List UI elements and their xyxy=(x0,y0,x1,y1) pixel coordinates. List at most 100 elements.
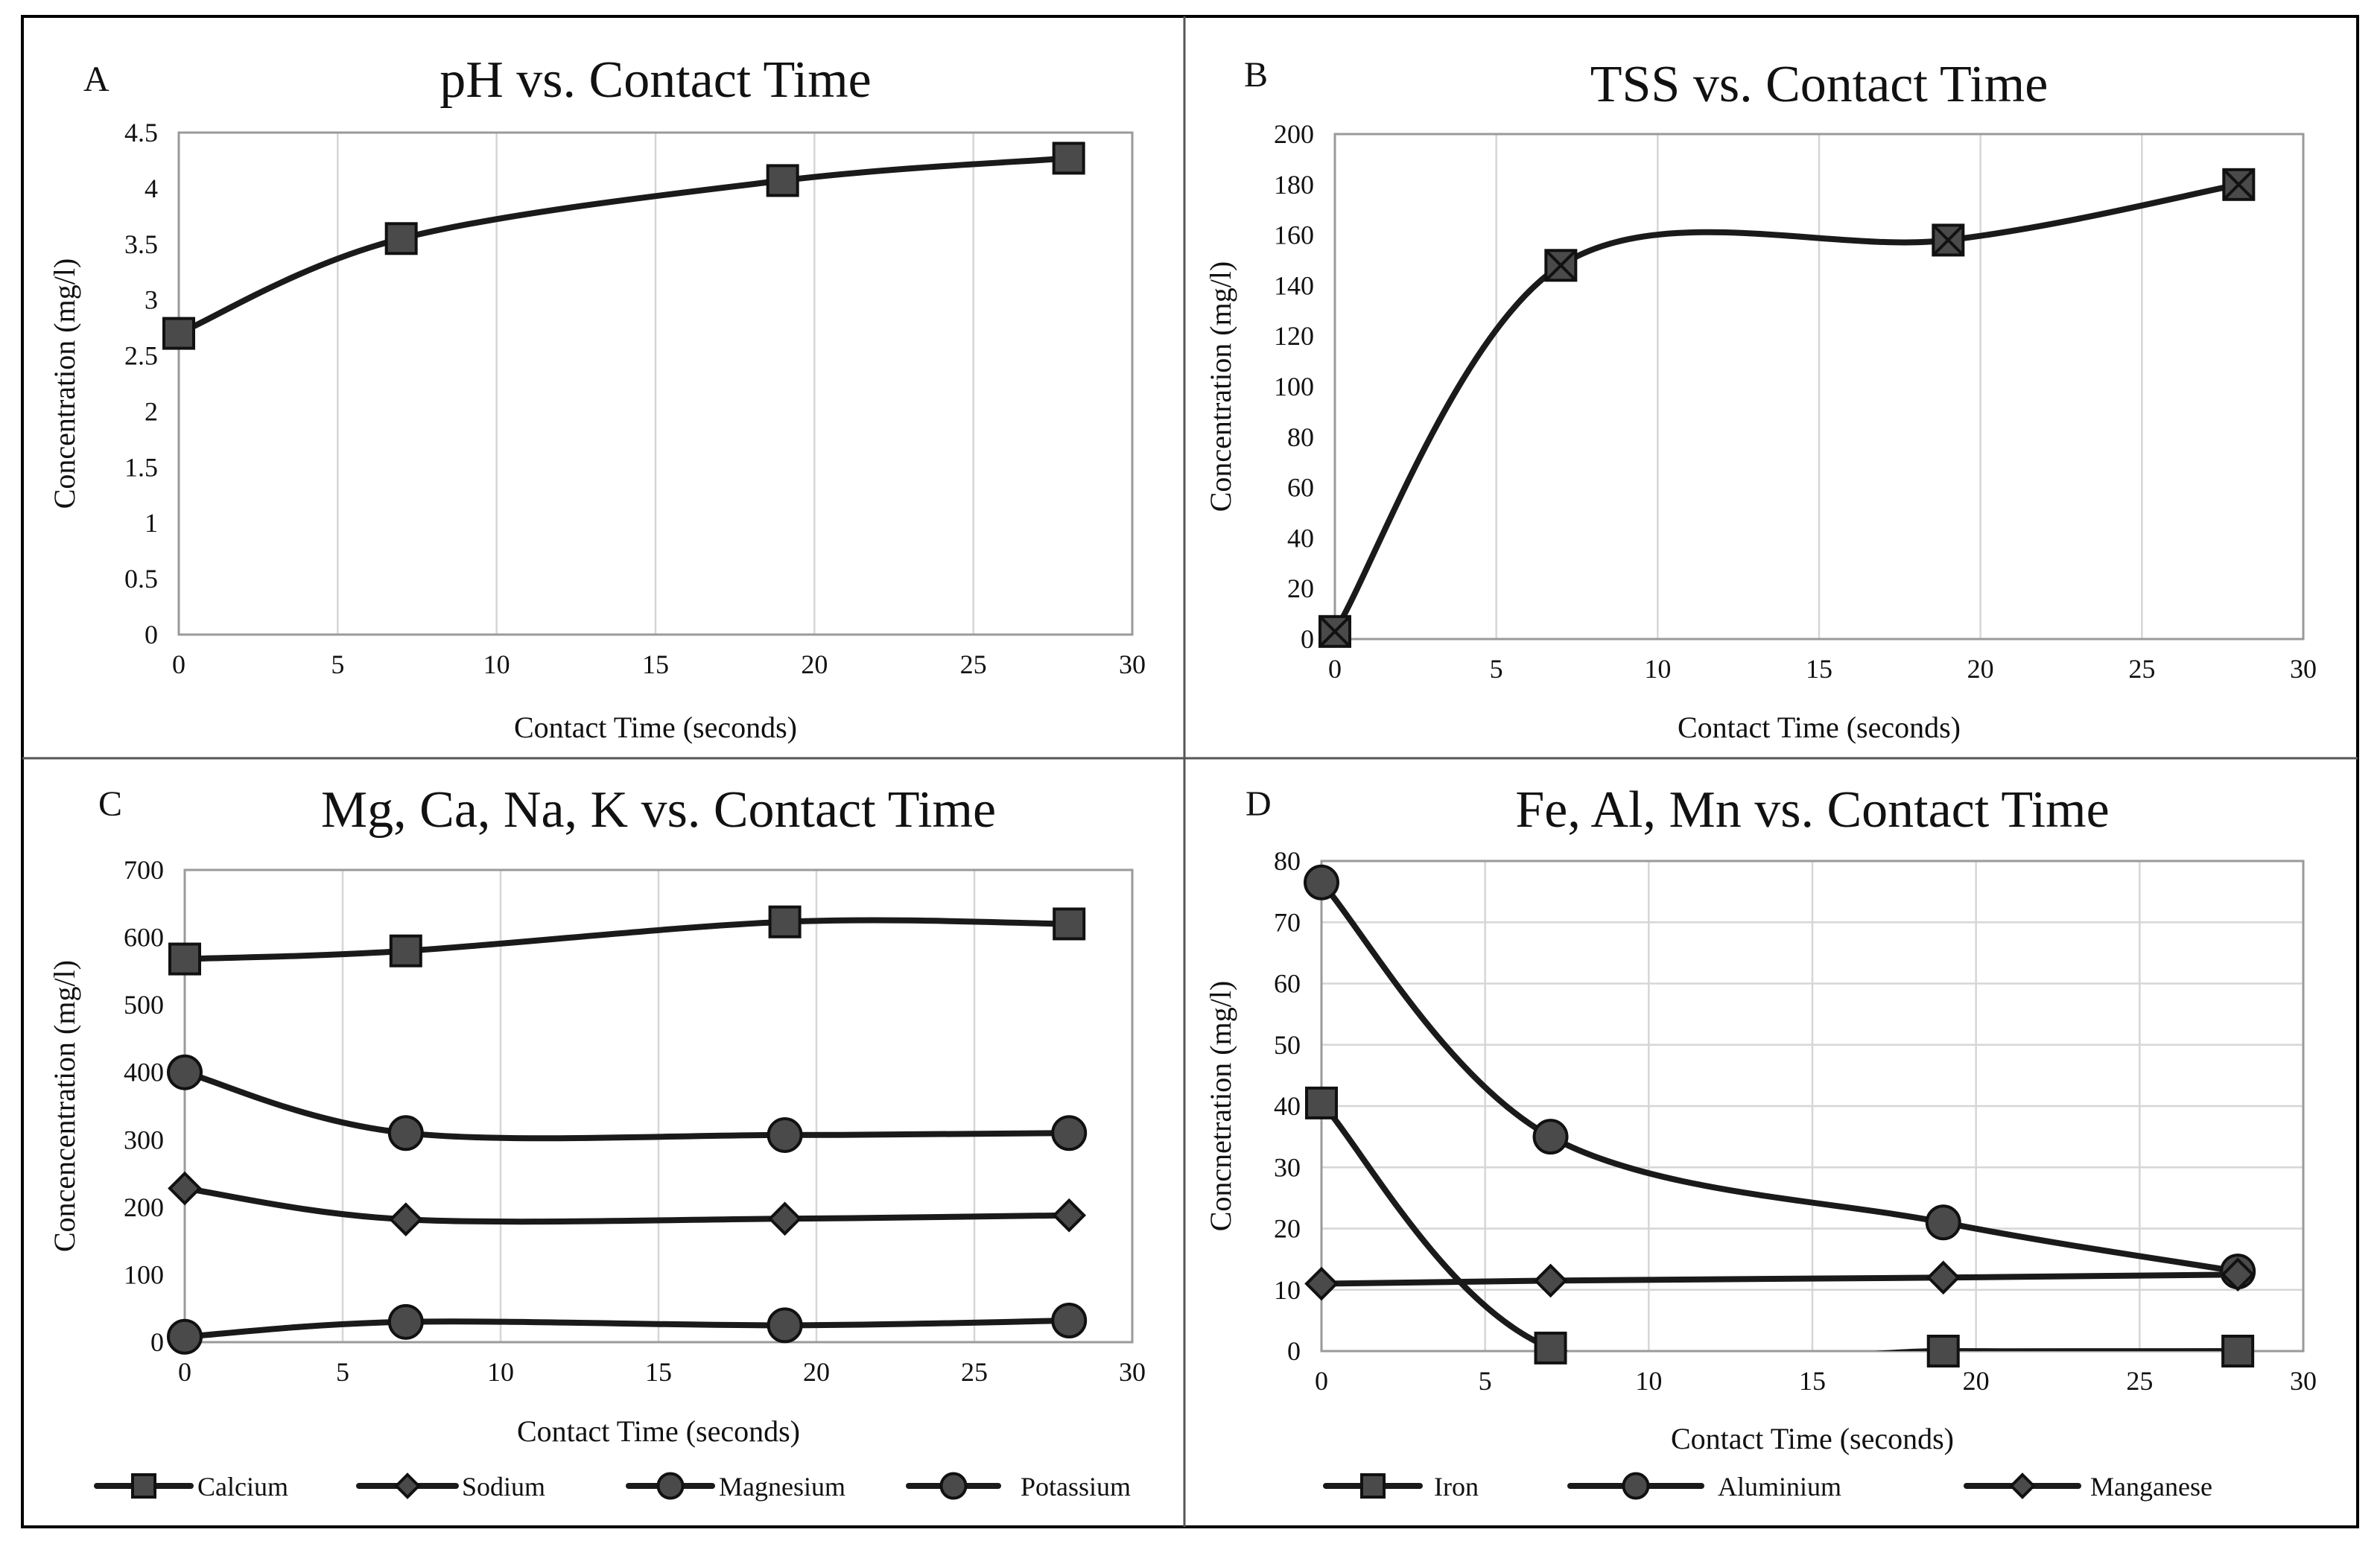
panel-c: C Mg, Ca, Na, K vs. Contact Time 0 5 10 15 20 2… xyxy=(48,781,1146,1502)
panel-c-xtick-label-15: 15 xyxy=(645,1357,672,1387)
panel-a-xtick-label-25: 25 xyxy=(960,649,987,679)
panel-a-series-ph-point-0 xyxy=(162,317,195,350)
panel-c-series-potassium-point-28 xyxy=(1051,1303,1088,1339)
panel-d-series-iron-point-0-shape xyxy=(1305,1086,1338,1119)
panel-c-series-potassium-point-7 xyxy=(387,1303,424,1340)
panel-c-legend-item-calcium-marker xyxy=(131,1473,156,1499)
panel-c-legend-item-magnesium-marker xyxy=(656,1472,685,1500)
panel-c-series-calcium-point-19 xyxy=(768,905,802,938)
panel-b-series-tss-point-19 xyxy=(1932,223,1965,257)
panel-d-series-manganese xyxy=(1304,1257,2255,1301)
panel-a-ytick-label-0: 0 xyxy=(145,620,158,649)
panel-c-ytick-label-0: 0 xyxy=(150,1327,164,1357)
panel-b-series-tss-point-19-cross xyxy=(1932,223,1964,256)
figure-frame xyxy=(21,15,2359,1528)
panel-d-xtick-label-5: 5 xyxy=(1479,1366,1492,1396)
panel-c-series-calcium-line xyxy=(182,917,1073,962)
panel-d-series-manganese-line xyxy=(1318,1271,2241,1287)
panel-d-legend: Iron Aluminium Manganese xyxy=(1323,1472,2212,1502)
panel-c-series-calcium-point-28 xyxy=(1053,907,1086,941)
panel-d-legend-item-iron-label: Iron xyxy=(1434,1472,1479,1502)
panel-d-series-aluminium-point-7 xyxy=(1532,1119,1569,1155)
panel-c-series-sodium xyxy=(168,1171,1087,1236)
panel-d-ytick-label-80: 80 xyxy=(1274,846,1301,876)
panel-a-x-axis-label: Contact Time (seconds) xyxy=(514,711,797,744)
panel-b-ytick-label-0: 0 xyxy=(1301,624,1314,654)
panel-c-legend-item-magnesium: Magnesium xyxy=(626,1472,845,1502)
panel-d-ytick-label-70: 70 xyxy=(1274,907,1301,937)
panel-d-legend-item-iron-marker xyxy=(1360,1473,1386,1499)
panel-d-series-iron-point-0 xyxy=(1305,1086,1338,1119)
panel-c-legend-item-sodium: Sodium xyxy=(356,1472,545,1502)
panel-c-series-sodium-line xyxy=(182,1185,1073,1225)
panel-b-ytick-label-20: 20 xyxy=(1287,574,1314,603)
panel-d-series-aluminium-line xyxy=(1318,879,2241,1275)
panel-c-ytick-label-200: 200 xyxy=(124,1192,164,1222)
panel-d-ytick-label-0: 0 xyxy=(1287,1336,1301,1366)
panel-d-xtick-label-15: 15 xyxy=(1799,1366,1826,1396)
panel-d-series-manganese-point-28 xyxy=(2221,1257,2255,1292)
panel-d-y-axis-label: Concnetration (mg/l) xyxy=(1204,981,1237,1232)
panel-b-ytick-label-40: 40 xyxy=(1287,523,1314,553)
panel-d-series-manganese-point-7 xyxy=(1533,1263,1568,1298)
panel-c-xtick-label-30: 30 xyxy=(1119,1357,1146,1387)
panel-c-series-calcium-point-19-shape xyxy=(768,905,802,938)
panel-b-ytick-label-100: 100 xyxy=(1274,372,1314,401)
panel-d-xtick-label-25: 25 xyxy=(2126,1366,2153,1396)
panel-b-series-tss-line xyxy=(1332,181,2242,635)
panel-a-ytick-label-3-5: 3.5 xyxy=(124,229,158,259)
panel-d-ytick-label-60: 60 xyxy=(1274,969,1301,999)
panel-c-series-magnesium-point-19 xyxy=(767,1116,803,1153)
panel-b-series-tss-point-7 xyxy=(1544,249,1578,282)
panel-d-series-iron-point-7-shape xyxy=(1534,1331,1567,1364)
panel-d-legend-item-iron-marker-shape xyxy=(1360,1473,1386,1499)
panel-a-series-ph-point-19-shape xyxy=(766,164,799,197)
panel-a-ytick-label-4-5: 4.5 xyxy=(124,118,158,147)
panel-c-legend-item-magnesium-label: Magnesium xyxy=(719,1472,845,1502)
panel-c-series-calcium-point-7-shape xyxy=(389,934,422,968)
panel-c-series-calcium-point-0 xyxy=(168,942,201,976)
panel-d-legend-item-aluminium-marker xyxy=(1622,1472,1650,1500)
panel-c-series-magnesium-point-7 xyxy=(387,1115,424,1151)
panel-d: D Fe, Al, Mn vs. Contact Time 0 5 10 15 20 25 30… xyxy=(1204,781,2317,1502)
panel-c-series-magnesium-point-28 xyxy=(1051,1115,1088,1151)
panel-a-xtick-label-5: 5 xyxy=(331,649,344,679)
panel-c-title: Mg, Ca, Na, K vs. Contact Time xyxy=(321,781,996,839)
panel-c-series-potassium xyxy=(167,1303,1088,1355)
panel-d-legend-item-manganese: Manganese xyxy=(1964,1472,2212,1502)
panel-d-legend-item-aluminium-label: Aluminium xyxy=(1718,1472,1841,1502)
panel-c-series-potassium-line xyxy=(182,1318,1073,1340)
panel-d-x-axis-label: Contact Time (seconds) xyxy=(1671,1422,1954,1455)
panel-a-series-ph-point-7 xyxy=(384,222,418,255)
panel-b-series-tss-point-0 xyxy=(1318,614,1351,648)
panel-c-series-calcium-point-7 xyxy=(389,934,422,968)
panel-b-xtick-label-15: 15 xyxy=(1806,654,1832,684)
panel-b-ytick-label-200: 200 xyxy=(1274,119,1314,149)
panel-a-series-ph xyxy=(162,142,1085,350)
panel-a-series-ph-point-28-shape xyxy=(1052,142,1085,175)
panel-a-xtick-label-15: 15 xyxy=(642,649,669,679)
panel-b-xtick-label-25: 25 xyxy=(2128,654,2155,684)
panel-a-title: pH vs. Contact Time xyxy=(439,51,872,109)
panel-b-series-tss-point-28 xyxy=(2222,168,2256,201)
panel-c-xtick-label-20: 20 xyxy=(803,1357,830,1387)
panel-c-xtick-label-5: 5 xyxy=(336,1357,349,1387)
panel-c-xtick-label-10: 10 xyxy=(487,1357,514,1387)
panel-a-series-ph-point-0-shape xyxy=(162,317,195,350)
panel-c-ytick-label-500: 500 xyxy=(124,990,164,1020)
panel-d-title: Fe, Al, Mn vs. Contact Time xyxy=(1515,781,2109,839)
panel-c-legend-item-sodium-marker xyxy=(394,1472,421,1499)
panel-b-plot-area xyxy=(1333,133,2305,641)
panel-b-ytick-label-160: 160 xyxy=(1274,220,1314,250)
panel-b-y-axis-label: Concentration (mg/l) xyxy=(1204,261,1237,512)
panel-b-title: TSS vs. Contact Time xyxy=(1590,56,2049,113)
panel-c-y-axis-label: Concencentration (mg/l) xyxy=(48,960,81,1252)
panel-a-ytick-label-2: 2 xyxy=(145,396,158,426)
panel-d-series-manganese-point-0 xyxy=(1304,1266,1339,1301)
panel-c-xtick-label-25: 25 xyxy=(961,1357,988,1387)
panel-b-xtick-label-20: 20 xyxy=(1967,654,1994,684)
panel-c-series-magnesium xyxy=(167,1054,1088,1153)
panel-a-ytick-label-4: 4 xyxy=(145,174,158,203)
panel-d-series-iron-point-7 xyxy=(1534,1331,1567,1364)
